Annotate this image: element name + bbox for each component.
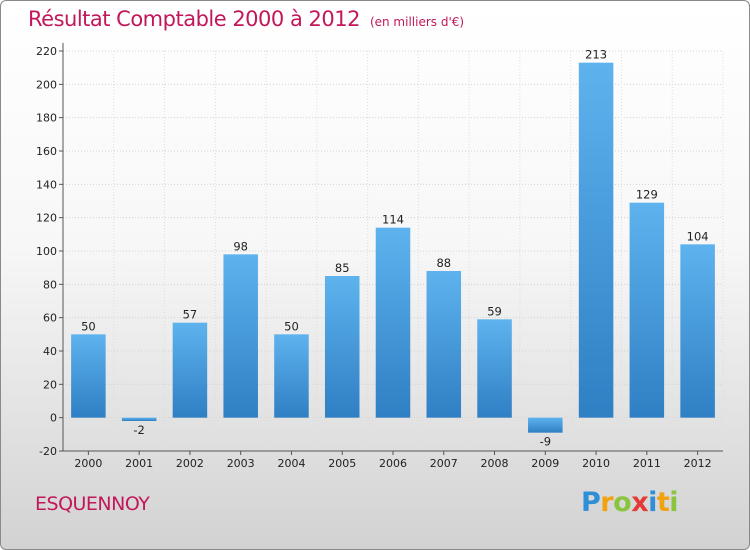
axes: -20 0 20 40 60 80 100 120 140 160 180 200 220 2000 200… [36,43,723,470]
data-label: 213 [585,48,607,62]
y-tick-label: 0 [50,412,57,425]
logo-letter: r [600,487,614,518]
y-tick-label: 120 [36,212,57,225]
data-label: -9 [540,435,551,449]
bar [528,417,563,433]
proxiti-logo: Proxiti [581,487,679,518]
chart-subtitle: (en milliers d'€) [369,15,465,29]
bar [274,334,309,418]
bar [680,244,715,418]
x-tick-label: 2001 [125,457,153,470]
logo-letter: i [648,487,657,518]
y-tick-label: 140 [36,178,57,191]
data-label: 57 [183,308,198,322]
bar [71,334,106,418]
bar [172,322,208,418]
x-tick-label: 2006 [379,457,407,470]
chart-title-text: Résultat Comptable 2000 à 2012 [28,7,360,31]
y-tick-label: 40 [43,345,57,358]
logo-letter: i [669,487,679,518]
x-tick-label: 2011 [633,457,661,470]
data-label: 98 [233,239,248,253]
y-tick-label: 60 [43,312,57,325]
x-tick-label: 2000 [74,457,102,470]
bar [629,202,665,418]
y-tick-label: 200 [36,78,57,91]
bar [375,227,411,418]
logo-letter: t [656,487,670,518]
commune-name: ESQUENNOY [35,493,150,515]
x-tick-label: 2007 [430,457,458,470]
x-tick-label: 2009 [531,457,559,470]
logo-letter: P [581,487,601,518]
y-tick-label: 80 [43,278,57,291]
data-label: 114 [382,213,404,227]
x-tick-label: 2003 [227,457,255,470]
bar [223,254,258,418]
data-label: 50 [81,319,96,333]
y-tick-label: -20 [39,445,57,458]
x-tick-label: 2008 [481,457,509,470]
bar [578,62,614,418]
data-labels: 50 -2 57 98 50 85 114 88 59 -9 213 129 104 [81,48,709,449]
y-tick-label: 220 [36,45,57,58]
data-label: 129 [636,188,658,202]
y-tick-label: 160 [36,145,57,158]
data-label: -2 [133,423,144,437]
x-tick-label: 2010 [582,457,610,470]
x-tick-label: 2005 [328,457,356,470]
bar [426,271,462,418]
data-label: 88 [436,256,451,270]
y-tick-label: 100 [36,245,57,258]
data-label: 59 [487,304,502,318]
x-tick-label: 2002 [176,457,204,470]
x-tick-label: 2004 [277,457,305,470]
logo-letter: o [613,487,632,518]
chart-title: Résultat Comptable 2000 à 2012 (en millie… [28,7,464,31]
x-tick-label: 2012 [684,457,712,470]
bars [71,62,715,433]
data-label: 85 [335,261,350,275]
y-tick-label: 180 [36,112,57,125]
bar [121,417,157,421]
data-label: 104 [687,229,709,243]
logo-letter: x [631,487,649,518]
bar [477,319,512,418]
bar [324,276,360,418]
y-tick-label: 20 [43,378,57,391]
data-label: 50 [284,319,299,333]
